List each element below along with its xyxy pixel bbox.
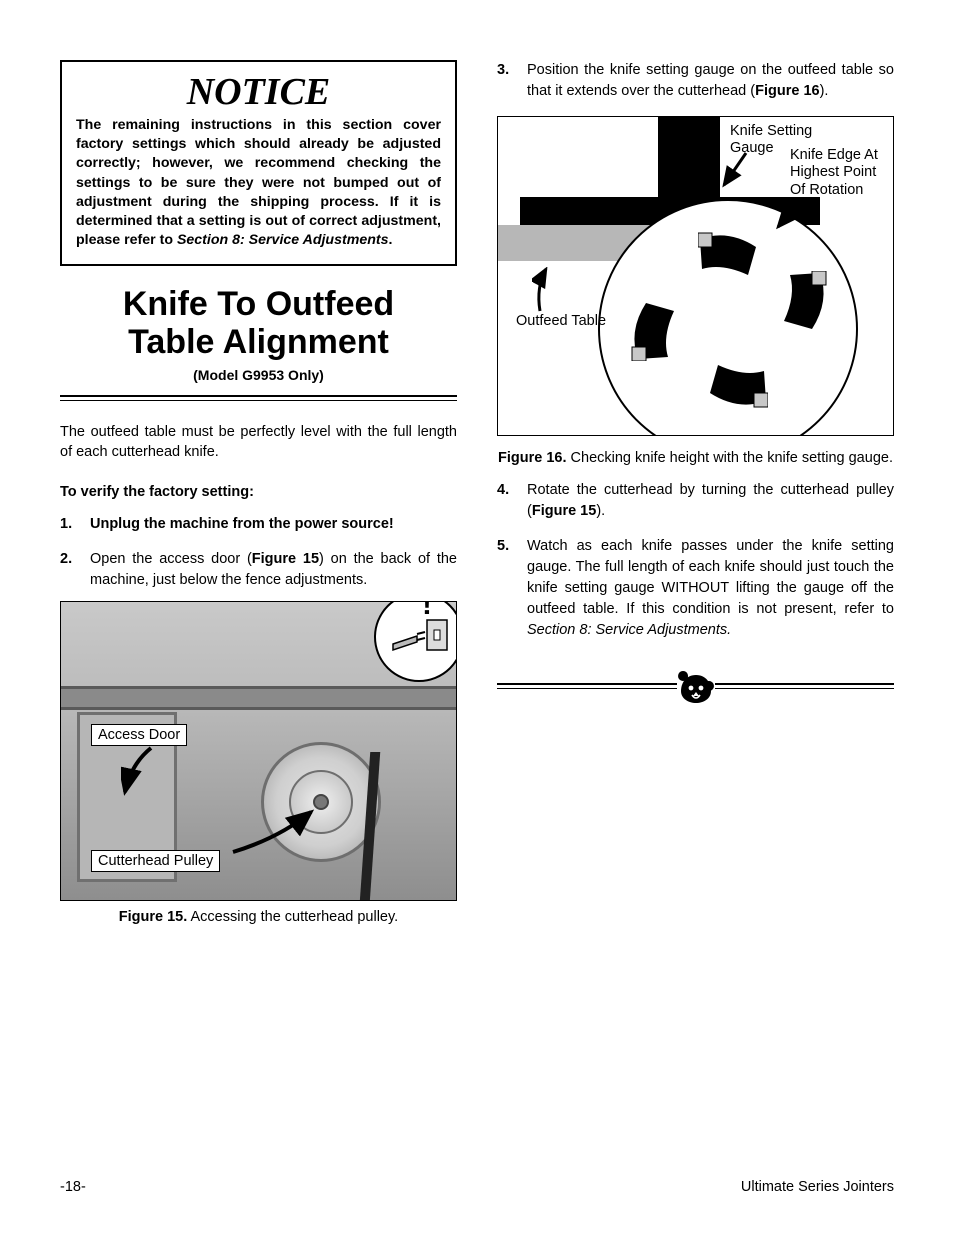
arrow-icon (720, 151, 750, 191)
step4-fig: Figure 15 (532, 503, 596, 519)
arrow-icon (229, 808, 319, 858)
fig15-label-access: Access Door (91, 724, 187, 746)
step2-pre: Open the access door ( (90, 551, 252, 567)
step-4: 4. Rotate the cutterhead by turning the … (497, 480, 894, 522)
unplug-warning-icon: ! (374, 601, 457, 682)
notice-body-pre: The remaining instructions in this secti… (76, 117, 441, 248)
step-5-text: Watch as each knife passes under the kni… (527, 536, 894, 641)
step2-fig: Figure 15 (252, 551, 319, 567)
cutter-blade (628, 301, 676, 361)
figure-15: ! Access Door Cutterhead Pulley (60, 601, 457, 925)
section-title-line2: Table Alignment (128, 323, 389, 361)
footer-title: Ultimate Series Jointers (741, 1179, 894, 1195)
steps-right-bottom: 4. Rotate the cutterhead by turning the … (497, 480, 894, 641)
section-title-line1: Knife To Outfeed (123, 285, 394, 323)
step5-ref: Section 8: Service Adjustments. (527, 622, 731, 638)
section-end-divider (497, 671, 894, 711)
cutter-blade (698, 229, 758, 277)
notice-body: The remaining instructions in this secti… (76, 116, 441, 250)
step3-post: ). (820, 83, 829, 99)
page-footer: -18- Ultimate Series Jointers (60, 1179, 894, 1195)
steps-right-top: 3. Position the knife setting gauge on t… (497, 60, 894, 102)
left-column: NOTICE The remaining instructions in thi… (60, 60, 457, 925)
model-subheading: (Model G9953 Only) (60, 367, 457, 383)
figure-16-caption: Figure 16. Checking knife height with th… (497, 450, 894, 466)
page-number: -18- (60, 1179, 86, 1195)
figure-15-caption: Figure 15. Accessing the cutterhead pull… (60, 909, 457, 925)
step-4-text: Rotate the cutterhead by turning the cut… (527, 480, 894, 522)
step-3: 3. Position the knife setting gauge on t… (497, 60, 894, 102)
step3-pre: Position the knife setting gauge on the … (527, 62, 894, 99)
fig15-caption-bold: Figure 15. (119, 909, 188, 925)
step3-fig: Figure 16 (755, 83, 819, 99)
figure-16-diagram: Knife Setting Gauge Knife Edge At Highes… (497, 116, 894, 436)
notice-title: NOTICE (76, 70, 441, 114)
step-2: 2. Open the access door (Figure 15) on t… (60, 549, 457, 591)
fig15-caption-rest: Accessing the cutterhead pulley. (187, 909, 398, 925)
step-2-text: Open the access door (Figure 15) on the … (90, 549, 457, 591)
step4-post: ). (596, 503, 605, 519)
verify-heading: To verify the factory setting: (60, 484, 457, 500)
step-number: 4. (497, 480, 527, 522)
bear-logo-icon (677, 671, 715, 705)
section-title: Knife To Outfeed Table Alignment (60, 286, 457, 361)
step-number: 5. (497, 536, 527, 641)
fig16-edge-l1: Knife Edge At (790, 147, 878, 163)
title-rule-thin (60, 400, 457, 401)
fig16-edge-l2: Highest Point (790, 164, 876, 180)
arrow-icon (774, 199, 804, 233)
intro-paragraph: The outfeed table must be perfectly leve… (60, 423, 457, 462)
title-rule-thick (60, 395, 457, 397)
step-number: 2. (60, 549, 90, 591)
figure-15-image: ! Access Door Cutterhead Pulley (60, 601, 457, 901)
notice-body-ref: Section 8: Service Adjustments (177, 232, 389, 248)
right-column: 3. Position the knife setting gauge on t… (497, 60, 894, 925)
fig16-caption-rest: Checking knife height with the knife set… (567, 450, 893, 466)
step-5: 5. Watch as each knife passes under the … (497, 536, 894, 641)
step-number: 1. (60, 514, 90, 535)
cutter-blade (782, 271, 830, 331)
arrow-icon (532, 267, 556, 313)
arrow-icon (121, 744, 191, 804)
step-1: 1. Unplug the machine from the power sou… (60, 514, 457, 535)
step-number: 3. (497, 60, 527, 102)
fig16-label-edge: Knife Edge At Highest Point Of Rotation (790, 147, 878, 199)
notice-box: NOTICE The remaining instructions in thi… (60, 60, 457, 266)
step-1-text: Unplug the machine from the power source… (90, 514, 457, 535)
fig16-caption-bold: Figure 16. (498, 450, 567, 466)
step5-pre: Watch as each knife passes under the kni… (527, 538, 894, 617)
fig16-edge-l3: Of Rotation (790, 182, 863, 198)
notice-body-post: . (389, 232, 393, 248)
fig15-label-pulley: Cutterhead Pulley (91, 850, 220, 872)
cutter-blade (708, 363, 768, 411)
step-3-text: Position the knife setting gauge on the … (527, 60, 894, 102)
steps-left: 1. Unplug the machine from the power sou… (60, 514, 457, 591)
fig16-label-outfeed: Outfeed Table (516, 313, 606, 330)
fig16-gauge-l1: Knife Setting (730, 123, 812, 139)
